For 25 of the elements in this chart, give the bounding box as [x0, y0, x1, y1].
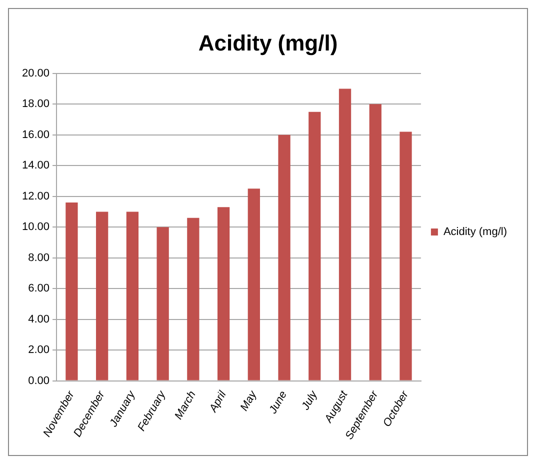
- y-tick-label: 12.00: [22, 190, 50, 202]
- y-tick-label: 14.00: [22, 160, 50, 172]
- bar: [126, 212, 139, 380]
- bar: [187, 218, 200, 380]
- bar: [248, 188, 260, 380]
- bar: [278, 134, 290, 380]
- bar: [66, 202, 78, 380]
- bar: [338, 88, 352, 380]
- chart-title: Acidity (mg/l): [198, 30, 338, 56]
- y-tick-label: 16.00: [22, 128, 50, 141]
- y-tick-label: 20.00: [22, 67, 50, 80]
- y-tick-label: 6.00: [28, 282, 50, 295]
- y-tick-label: 4.00: [28, 313, 50, 326]
- y-tick-label: 18.00: [22, 98, 50, 110]
- y-tick-label: 0.00: [28, 374, 50, 387]
- y-tick-label: 10.00: [22, 221, 50, 234]
- bar: [308, 112, 321, 380]
- bar: [400, 132, 412, 380]
- bar: [156, 227, 169, 380]
- y-tick-label: 2.00: [28, 344, 50, 356]
- bar: [369, 104, 382, 380]
- bar: [217, 207, 230, 380]
- bar: [96, 212, 108, 380]
- y-tick-label: 8.00: [28, 252, 50, 264]
- legend-label: Acidity (mg/l): [443, 226, 507, 238]
